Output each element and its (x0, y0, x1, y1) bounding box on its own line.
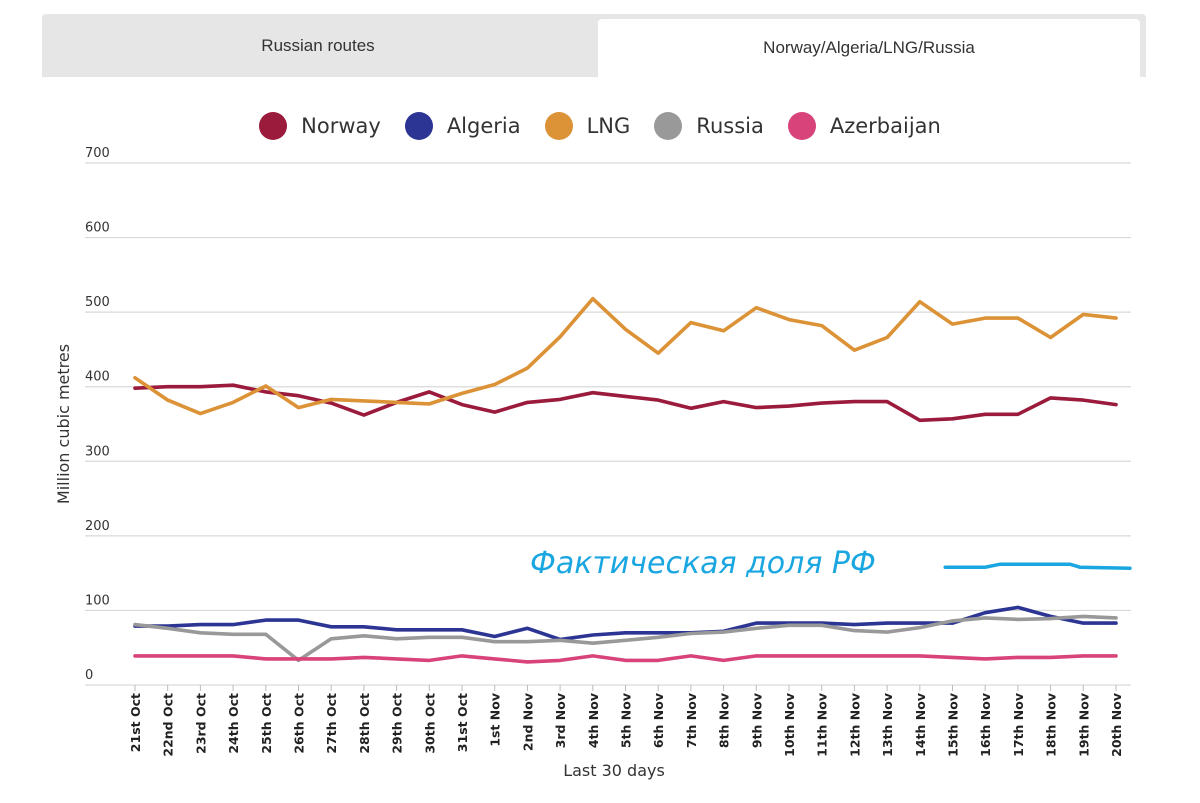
x-tick-label: 28th Oct (357, 693, 372, 754)
tab-russian-routes[interactable]: Russian routes (261, 35, 375, 55)
x-tick-label: 8th Nov (717, 693, 732, 748)
legend-swatch (404, 112, 433, 140)
y-tick-label: 0 (85, 668, 93, 683)
x-tick-label: 23rd Oct (193, 693, 208, 754)
series-line-lng (133, 296, 1118, 416)
x-tick-label: 3rd Nov (553, 693, 568, 748)
legend-item-algeria[interactable]: Algeria (404, 112, 521, 140)
x-tick-label: 27th Oct (324, 693, 339, 754)
x-tick-label: 19th Nov (1076, 693, 1091, 757)
x-tick-label: 14th Nov (913, 693, 928, 757)
x-tick-label: 6th Nov (651, 693, 666, 748)
y-tick-label: 200 (85, 519, 110, 534)
x-tick-label: 2nd Nov (520, 693, 535, 751)
x-tick-label: 25th Oct (259, 693, 274, 754)
series-line-algeria (133, 605, 1118, 642)
y-tick-label: 700 (85, 146, 110, 161)
legend-label: Azerbaijan (829, 114, 941, 138)
y-tick-label: 500 (85, 295, 110, 310)
x-tick-label: 1st Nov (488, 693, 503, 747)
x-tick-label: 5th Nov (619, 693, 634, 748)
x-tick-label: 16th Nov (978, 693, 993, 757)
x-tick-label: 10th Nov (782, 693, 797, 757)
annotation-text: Фактическая доля РФ (530, 546, 876, 581)
y-tick-label: 400 (85, 370, 110, 385)
x-tick-label: 22nd Oct (161, 693, 176, 757)
x-tick-label: 7th Nov (684, 693, 699, 748)
x-tick-label: 18th Nov (1044, 693, 1059, 757)
x-axis-title: Last 30 days (563, 761, 665, 780)
x-tick-label: 24th Oct (226, 693, 241, 754)
x-tick-label: 20th Nov (1109, 693, 1124, 757)
series-line-azerbaijan (133, 654, 1118, 664)
x-tick-label: 17th Nov (1011, 693, 1026, 757)
x-tick-label: 12th Nov (847, 693, 862, 757)
legend-swatch (787, 112, 816, 140)
x-tick-label: 13th Nov (880, 693, 895, 757)
legend-item-norway[interactable]: Norway (259, 112, 381, 140)
x-tick-label: 11th Nov (815, 693, 830, 757)
annotation-line (943, 562, 1132, 570)
chart-legend: Norway Algeria LNG Russia Azerbaijan (0, 108, 1200, 144)
legend-swatch (544, 112, 573, 140)
legend-label: Norway (301, 114, 381, 138)
y-tick-label: 600 (85, 221, 110, 236)
series-line-russia (133, 614, 1118, 663)
legend-item-azerbaijan[interactable]: Azerbaijan (787, 112, 941, 140)
x-tick-label: 4th Nov (586, 693, 601, 748)
legend-swatch (259, 112, 288, 140)
series-line-norway (133, 383, 1118, 423)
legend-label: Algeria (446, 114, 521, 138)
x-tick-label: 15th Nov (946, 693, 961, 757)
y-axis-title: Million cubic metres (54, 344, 73, 504)
legend-item-russia[interactable]: Russia (654, 112, 764, 140)
legend-label: LNG (586, 114, 631, 138)
legend-swatch (654, 112, 683, 140)
x-tick-label: 26th Oct (292, 693, 307, 754)
legend-item-lng[interactable]: LNG (544, 112, 631, 140)
legend-label: Russia (696, 114, 764, 138)
y-tick-label: 100 (85, 593, 110, 608)
x-tick-label: 29th Oct (390, 693, 405, 754)
x-tick-label: 21st Oct (128, 693, 143, 752)
x-tick-label: 30th Oct (422, 693, 437, 754)
x-tick-label: 31st Oct (455, 693, 470, 752)
y-tick-label: 300 (85, 444, 110, 459)
tab-norway-algeria-lng-russia[interactable]: Norway/Algeria/LNG/Russia (598, 19, 1140, 77)
tab-bar: Russian routes Norway/Algeria/LNG/Russia (42, 14, 1146, 77)
x-tick-label: 9th Nov (749, 693, 764, 748)
